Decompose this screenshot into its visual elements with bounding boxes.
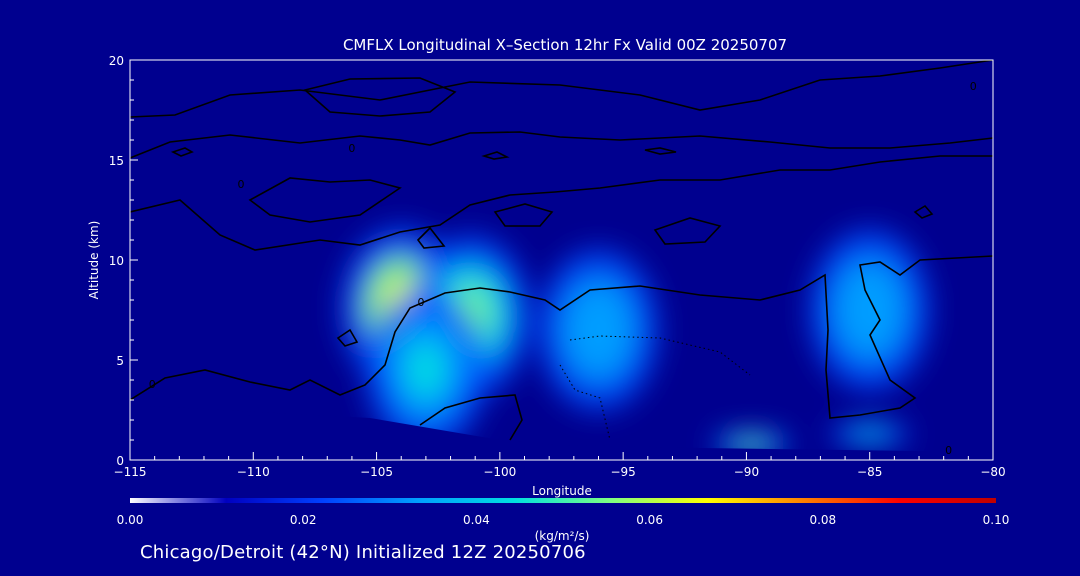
contour-labels: 0 0 0 0 0 0 [149,80,977,457]
x-axis-label: Longitude [532,484,592,498]
colorbar-ticks: 0.00 0.02 0.04 0.06 0.08 0.10 [117,513,1010,527]
contour-label-2: 0 [237,178,244,191]
plume-layer [341,227,930,456]
contour-label-0: 0 [417,296,424,309]
contour-surface [419,394,523,441]
contour-closed-b [493,203,554,227]
contour-lines [130,60,993,441]
x-tick-label-4: −95 [610,465,635,479]
contour-label-1: 0 [149,378,156,391]
x-tick-label-3: −100 [483,465,516,479]
contour-upper [130,60,993,118]
plume-6-peak [850,282,889,338]
plume-5-peak [856,430,883,438]
y-tick-label-3: 15 [109,154,124,168]
contour-closed-c [416,226,446,249]
colorbar-tick-label-5: 0.10 [983,513,1010,527]
x-axis: −115 −110 −105 −100 −95 −90 −85 −80 [114,452,1006,479]
footer-caption: Chicago/Detroit (42°N) Initialized 12Z 2… [140,542,586,563]
contour-small-d [644,147,677,155]
contour-small-c [481,151,510,160]
colorbar-tick-label-0: 0.00 [117,513,144,527]
x-tick-label-1: −110 [237,465,270,479]
plume-4-peak [738,440,765,448]
y-tick-label-0: 0 [116,454,124,468]
contour-closed-a [248,177,402,223]
colorbar-tick-label-1: 0.02 [290,513,317,527]
x-tick-label-0: −115 [114,465,147,479]
x-tick-label-2: −105 [360,465,393,479]
y-axis: 0 5 10 15 20 [109,54,138,468]
contour-dotted [559,335,751,441]
contour-small-a [336,328,359,347]
colorbar-tick-label-4: 0.08 [809,513,836,527]
y-tick-label-1: 5 [116,354,124,368]
contour-small-b [170,147,194,157]
y-axis-label: Altitude (km) [87,221,101,300]
contour-small-e [913,204,934,219]
colorbar-tick-label-2: 0.04 [463,513,490,527]
x-tick-label-7: −80 [980,465,1005,479]
x-tick-label-6: −85 [857,465,882,479]
contour-label-3: 0 [348,142,355,155]
terrain-mask [130,405,993,460]
y-tick-label-4: 20 [109,54,124,68]
colorbar-unit-label: (kg/m²/s) [535,529,590,543]
contour-low [130,155,993,251]
field-layer [130,227,993,460]
contour-upper-closed [303,77,457,117]
chart-title: CMFLX Longitudinal X–Section 12hr Fx Val… [343,36,787,54]
y-tick-label-2: 10 [109,254,124,268]
x-tick-label-5: −90 [734,465,759,479]
contour-main-zero [130,255,993,419]
plume-3-peak [579,302,618,358]
plume-2-peak [406,342,446,398]
colorbar-tick-label-3: 0.06 [636,513,663,527]
colorbar [130,498,996,503]
contour-label-5: 0 [945,444,952,457]
contour-mid [130,131,993,159]
contour-closed-d [653,217,722,245]
contour-label-4: 0 [970,80,977,93]
